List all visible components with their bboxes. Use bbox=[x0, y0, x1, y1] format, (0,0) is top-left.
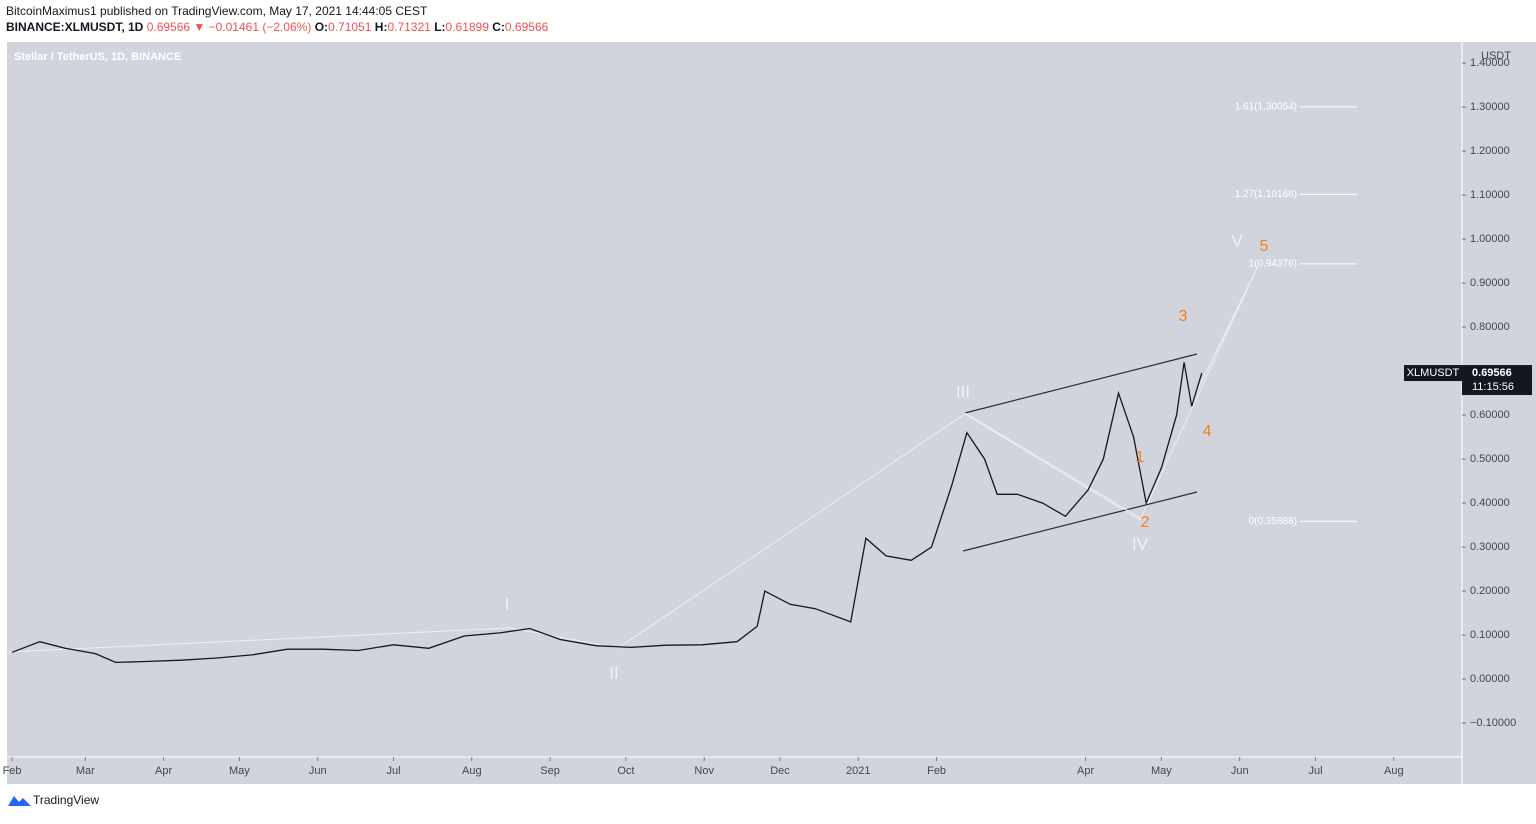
y-tick-label: 0.10000 bbox=[1470, 629, 1510, 641]
y-tick-label: 1.10000 bbox=[1470, 189, 1510, 201]
ohlc-key: C: bbox=[492, 20, 505, 34]
wave-label: I bbox=[505, 594, 510, 613]
wave-count-line bbox=[6, 265, 1259, 653]
y-tick-label: 1.30000 bbox=[1470, 101, 1510, 113]
x-tick-label: Jul bbox=[386, 765, 400, 777]
y-tick-label: −0.10000 bbox=[1470, 717, 1516, 729]
subwave-label: 5 bbox=[1260, 238, 1269, 255]
x-tick-label: Dec bbox=[770, 765, 790, 777]
y-tick-label: 0.20000 bbox=[1470, 585, 1510, 597]
subwave-label: 1 bbox=[1136, 449, 1145, 466]
ohlc-key: H: bbox=[375, 20, 388, 34]
x-tick-label: Sep bbox=[540, 765, 560, 777]
wave-label: II bbox=[609, 663, 618, 682]
axis-unit: USDT bbox=[1481, 50, 1511, 62]
y-tick-label: 0.80000 bbox=[1470, 321, 1510, 333]
fib-label: 1.27(1.10168) bbox=[1235, 189, 1297, 200]
subwave-label: 3 bbox=[1179, 308, 1188, 325]
y-tick-label: 1.40000 bbox=[1470, 57, 1510, 69]
plot-area bbox=[7, 42, 1462, 757]
countdown: 11:15:56 bbox=[1472, 381, 1514, 393]
y-tick-label: 0.50000 bbox=[1470, 453, 1510, 465]
y-tick-label: 0.00000 bbox=[1470, 673, 1510, 685]
time-axis bbox=[7, 757, 1462, 784]
wave-label: IV bbox=[1132, 534, 1149, 553]
subwave-label: 2 bbox=[1141, 514, 1150, 531]
channel-line bbox=[964, 353, 1198, 414]
symbol-line: BINANCE:XLMUSDT, 1D 0.69566 ▼ −0.01461 (… bbox=[6, 20, 549, 34]
x-tick-label: Jun bbox=[1231, 765, 1249, 777]
x-tick-label: Aug bbox=[1384, 765, 1404, 777]
x-tick-label: Feb bbox=[927, 765, 946, 777]
x-tick-label: 2021 bbox=[846, 765, 870, 777]
x-tick-label: Jun bbox=[309, 765, 327, 777]
symbol: BINANCE:XLMUSDT, 1D bbox=[6, 20, 144, 34]
x-tick-label: Apr bbox=[1077, 765, 1094, 777]
symbol-tag-text: XLMUSDT bbox=[1407, 367, 1460, 379]
ohlc-key: O: bbox=[315, 20, 328, 34]
y-tick-label: 0.90000 bbox=[1470, 277, 1510, 289]
x-tick-label: Jul bbox=[1308, 765, 1322, 777]
channel-line bbox=[962, 491, 1198, 552]
last-price: 0.69566 bbox=[1472, 367, 1512, 379]
x-tick-label: Apr bbox=[155, 765, 172, 777]
x-tick-label: Mar bbox=[76, 765, 95, 777]
y-tick-label: 0.60000 bbox=[1470, 409, 1510, 421]
fib-label: 0(0.35888) bbox=[1249, 516, 1297, 527]
x-tick-label: Aug bbox=[462, 765, 482, 777]
x-tick-label: May bbox=[229, 765, 250, 777]
author-line: BitcoinMaximus1 published on TradingView… bbox=[6, 4, 428, 18]
logo bbox=[8, 796, 31, 806]
change: 0.69566 ▼ −0.01461 (−2.06%) bbox=[147, 20, 312, 34]
subwave-label: 4 bbox=[1203, 423, 1212, 440]
ohlc-value: 0.71051 bbox=[328, 20, 372, 34]
wave-label: III bbox=[956, 382, 970, 401]
chart-title: Stellar / TetherUS, 1D, BINANCE bbox=[14, 51, 181, 63]
y-tick-label: 1.00000 bbox=[1470, 233, 1510, 245]
y-tick-label: 0.30000 bbox=[1470, 541, 1510, 553]
y-tick-label: 0.40000 bbox=[1470, 497, 1510, 509]
ohlc-key: L: bbox=[434, 20, 445, 34]
x-tick-label: Nov bbox=[694, 765, 714, 777]
ohlc-value: 0.71321 bbox=[387, 20, 431, 34]
x-tick-label: May bbox=[1151, 765, 1172, 777]
wave-label: V bbox=[1231, 231, 1243, 250]
y-tick-label: 1.20000 bbox=[1470, 145, 1510, 157]
x-tick-label: Feb bbox=[3, 765, 22, 777]
price-line bbox=[11, 362, 1203, 664]
fib-label: 1.61(1.30054) bbox=[1235, 102, 1297, 113]
channel-line bbox=[964, 412, 1141, 519]
price-axis bbox=[1462, 42, 1536, 784]
x-tick-label: Oct bbox=[617, 765, 634, 777]
ohlc-value: 0.61899 bbox=[446, 20, 490, 34]
fib-label: 1(0.94376) bbox=[1249, 259, 1297, 270]
footer-brand: TradingView bbox=[33, 793, 99, 807]
ohlc-value: 0.69566 bbox=[505, 20, 549, 34]
last-price-tag bbox=[1462, 365, 1532, 396]
symbol-tag bbox=[1404, 365, 1462, 382]
wave-count-line bbox=[1194, 265, 1259, 396]
